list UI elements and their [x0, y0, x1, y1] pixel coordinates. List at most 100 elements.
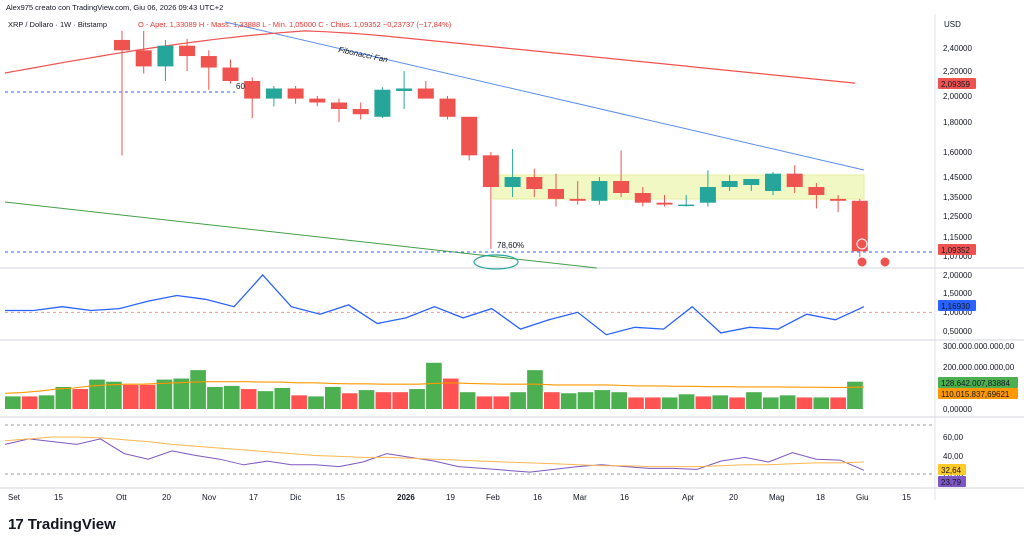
candle-body[interactable]	[244, 81, 261, 99]
candle-body[interactable]	[808, 187, 825, 195]
candle-body[interactable]	[157, 45, 174, 67]
volume-bar[interactable]	[240, 389, 257, 409]
volume-bar[interactable]	[628, 397, 644, 409]
volume-bar[interactable]	[459, 392, 476, 409]
volume-bar[interactable]	[375, 392, 392, 409]
volume-bar[interactable]	[594, 390, 611, 409]
candle-body[interactable]	[114, 39, 130, 51]
volume-bar[interactable]	[21, 396, 38, 409]
event-marker-icon[interactable]	[856, 238, 868, 250]
volume-bar[interactable]	[291, 395, 307, 409]
time-axis-label: Set	[8, 493, 21, 502]
volume-bar[interactable]	[341, 393, 358, 409]
candle-body[interactable]	[851, 200, 868, 252]
volume-bar[interactable]	[847, 381, 863, 409]
volume-bar[interactable]	[409, 389, 425, 409]
volume-bar[interactable]	[325, 386, 341, 409]
volume-bar[interactable]	[5, 396, 21, 409]
volume-bar[interactable]	[729, 397, 745, 409]
volume-bar[interactable]	[442, 378, 459, 409]
rsi-ma-value-label-bg	[938, 464, 966, 475]
volume-bar[interactable]	[560, 393, 577, 409]
volume-bar[interactable]	[645, 397, 661, 409]
candle-body[interactable]	[461, 116, 478, 156]
volume-bar[interactable]	[156, 379, 173, 409]
candle-body[interactable]	[417, 88, 434, 99]
volume-bar[interactable]	[830, 397, 846, 409]
candle-body[interactable]	[179, 45, 196, 57]
volume-bar[interactable]	[392, 392, 409, 409]
volume-bar[interactable]	[106, 381, 122, 409]
candle-body[interactable]	[765, 173, 781, 191]
candle-body[interactable]	[634, 193, 651, 203]
volume-bar[interactable]	[695, 396, 712, 409]
last-price-label-bg	[938, 244, 976, 255]
rsi-tick-label: 60,00	[943, 433, 964, 442]
volume-bar[interactable]	[611, 392, 627, 409]
candle-body[interactable]	[656, 202, 673, 205]
candle-body[interactable]	[309, 98, 326, 103]
candle-body[interactable]	[374, 89, 391, 117]
volume-bar[interactable]	[358, 390, 375, 409]
volume-bar[interactable]	[55, 386, 72, 409]
candle-body[interactable]	[699, 187, 716, 203]
volume-bar[interactable]	[257, 391, 274, 409]
candle-body[interactable]	[786, 173, 803, 187]
candle-body[interactable]	[331, 102, 347, 110]
candle-body[interactable]	[569, 198, 586, 201]
volume-bar[interactable]	[223, 385, 240, 409]
volume-bar[interactable]	[190, 370, 206, 409]
event-marker-icon[interactable]	[856, 256, 868, 268]
trend-line[interactable]	[4, 201, 598, 269]
candle-body[interactable]	[287, 88, 304, 99]
volume-bar[interactable]	[577, 392, 594, 409]
fibonacci-fan-line[interactable]	[224, 21, 865, 171]
volume-bar[interactable]	[661, 397, 678, 409]
price-tick-label: 1,25000	[943, 212, 972, 221]
candle-body[interactable]	[743, 179, 760, 185]
tradingview-logo[interactable]: 17 TradingView	[8, 516, 116, 533]
volume-bar[interactable]	[426, 362, 442, 409]
volume-bar[interactable]	[678, 394, 695, 409]
candle-body[interactable]	[396, 88, 413, 92]
candle-body[interactable]	[504, 177, 521, 187]
volume-bar[interactable]	[274, 388, 291, 409]
candle-body[interactable]	[526, 177, 543, 189]
volume-bar[interactable]	[796, 397, 813, 409]
volume-bar[interactable]	[762, 397, 779, 409]
volume-bar[interactable]	[173, 378, 190, 409]
candle-body[interactable]	[352, 109, 369, 115]
volume-bar[interactable]	[746, 392, 762, 409]
volume-bar[interactable]	[139, 384, 156, 409]
volume-bar[interactable]	[510, 392, 526, 409]
candle-body[interactable]	[591, 181, 608, 201]
candle-body[interactable]	[135, 50, 152, 67]
volume-bar[interactable]	[493, 396, 510, 409]
volume-bar[interactable]	[476, 396, 493, 409]
candle-body[interactable]	[613, 181, 630, 193]
candle-body[interactable]	[678, 204, 695, 207]
volume-bar[interactable]	[122, 384, 139, 409]
volume-bar[interactable]	[543, 392, 560, 409]
volume-bar[interactable]	[712, 395, 729, 409]
indicator-line	[5, 274, 865, 336]
volume-bar[interactable]	[207, 386, 223, 409]
candle-body[interactable]	[265, 88, 282, 99]
candle-body[interactable]	[482, 155, 499, 187]
volume-bar[interactable]	[38, 395, 55, 409]
volume-bar[interactable]	[72, 389, 89, 409]
candle-body[interactable]	[548, 189, 564, 199]
price-tick-label: 2,00000	[943, 92, 972, 101]
candle-body[interactable]	[721, 181, 738, 187]
candle-body[interactable]	[439, 98, 456, 117]
volume-bar[interactable]	[89, 379, 105, 409]
volume-bar[interactable]	[779, 395, 796, 409]
volume-bar[interactable]	[813, 397, 830, 409]
event-marker-icon[interactable]	[879, 256, 891, 268]
candle-body[interactable]	[830, 198, 847, 201]
volume-bar[interactable]	[527, 370, 543, 409]
candle-body[interactable]	[222, 67, 239, 81]
candle-body[interactable]	[200, 56, 217, 68]
volume-bar[interactable]	[308, 396, 324, 409]
